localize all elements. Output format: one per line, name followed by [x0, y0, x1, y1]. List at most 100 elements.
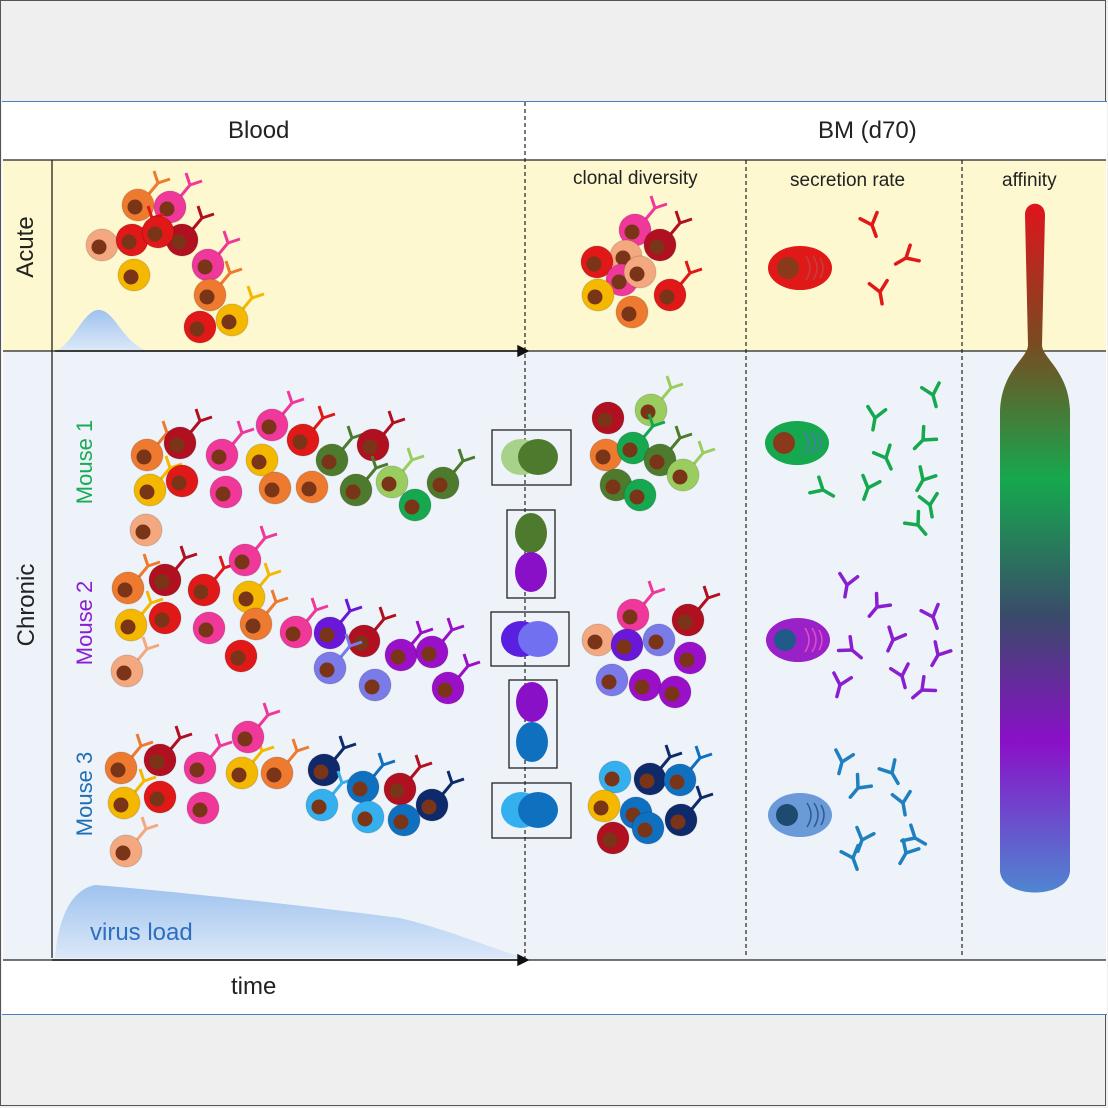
b-cell	[356, 410, 406, 462]
antibody	[834, 748, 856, 776]
b-cell	[187, 555, 237, 607]
b-cell	[192, 611, 226, 645]
affinity-label: affinity	[1002, 170, 1057, 191]
b-cell	[129, 513, 163, 547]
affinity-gradient-bar	[1000, 203, 1070, 893]
plasma-cells	[765, 246, 832, 837]
b-cell	[664, 785, 714, 837]
b-cell	[141, 215, 175, 249]
antibody	[888, 662, 910, 690]
antibody	[866, 404, 888, 432]
b-cell	[224, 639, 258, 673]
mouse2-plasma-cell	[766, 618, 830, 662]
b-cell	[148, 545, 198, 597]
mouse12-pair-box	[506, 509, 556, 599]
mouse-1-label: Mouse 1	[72, 419, 97, 505]
b-cell	[225, 738, 275, 790]
b-cell	[384, 620, 434, 672]
b-cell	[628, 668, 662, 702]
b-cell	[245, 443, 279, 477]
b-cell	[295, 470, 329, 504]
b-cell	[186, 791, 220, 825]
b-cell	[260, 738, 310, 790]
antibody	[867, 278, 889, 306]
b-cell	[598, 760, 632, 794]
antibody	[839, 843, 860, 872]
b-cell	[589, 438, 623, 472]
cell-clusters	[85, 170, 721, 868]
b-cell	[663, 745, 713, 797]
mouse2-overlap-box	[490, 611, 570, 667]
b-cell	[431, 653, 481, 705]
antibody	[861, 473, 882, 502]
b-cell	[426, 448, 476, 500]
b-cell	[109, 816, 159, 868]
b-cell	[375, 447, 425, 499]
bm-header: BM (d70)	[818, 117, 917, 144]
antibody	[911, 674, 938, 700]
acute-row-label: Acute	[12, 216, 39, 278]
b-cell	[671, 585, 721, 637]
b-cell	[634, 375, 684, 427]
mouse23-pair-box	[508, 679, 558, 769]
b-cell	[387, 803, 421, 837]
b-cell	[133, 455, 183, 507]
antibody	[871, 443, 893, 471]
blood-header: Blood	[228, 117, 290, 144]
antibody	[902, 509, 928, 536]
b-cell	[587, 789, 621, 823]
b-cell	[642, 623, 676, 657]
antibody	[930, 640, 953, 668]
b-cell	[165, 464, 199, 498]
antibody	[836, 634, 863, 660]
antibody-groups	[808, 210, 953, 872]
b-cell	[653, 260, 703, 312]
antibody	[808, 475, 836, 498]
b-cell	[255, 390, 305, 442]
b-cell	[591, 401, 625, 435]
b-cell	[209, 475, 243, 509]
antibody	[886, 625, 908, 653]
antibody	[919, 381, 941, 409]
b-cell	[415, 770, 465, 822]
b-cell	[596, 821, 630, 855]
b-cell	[581, 623, 615, 657]
b-cell	[616, 413, 666, 465]
antibody	[848, 772, 874, 799]
b-cell	[666, 440, 716, 492]
b-cell	[307, 735, 357, 787]
b-cell	[111, 553, 161, 605]
b-cell	[643, 210, 693, 262]
b-cell	[286, 405, 336, 457]
acute-band	[3, 160, 1106, 351]
antibody	[890, 789, 912, 817]
b-cell	[623, 255, 657, 289]
b-cell	[143, 725, 193, 777]
antibody	[867, 591, 893, 618]
acute-plasma-cell	[768, 246, 832, 290]
mouse-3-label: Mouse 3	[72, 751, 97, 837]
mouse3-plasma-cell	[768, 793, 832, 837]
b-cell	[107, 768, 157, 820]
b-cell	[580, 245, 614, 279]
b-cell	[351, 800, 385, 834]
b-cell	[121, 170, 171, 222]
b-cell	[215, 285, 265, 337]
virus-load-label: virus load	[90, 919, 193, 946]
b-cell	[616, 580, 666, 632]
b-cell	[595, 663, 629, 697]
mouse-2-label: Mouse 2	[72, 580, 97, 666]
acute-virus-curve	[58, 309, 145, 350]
b-cell	[610, 628, 644, 662]
mouse1-overlap-box	[491, 429, 572, 486]
b-cell	[313, 633, 363, 685]
b-cell	[339, 455, 389, 507]
b-cell	[346, 752, 396, 804]
antibody	[877, 758, 900, 786]
antibody	[919, 602, 940, 631]
antibody	[838, 571, 860, 599]
secretion-rate-label: secretion rate	[790, 170, 906, 191]
b-cell	[228, 525, 278, 577]
b-cell	[231, 702, 281, 754]
